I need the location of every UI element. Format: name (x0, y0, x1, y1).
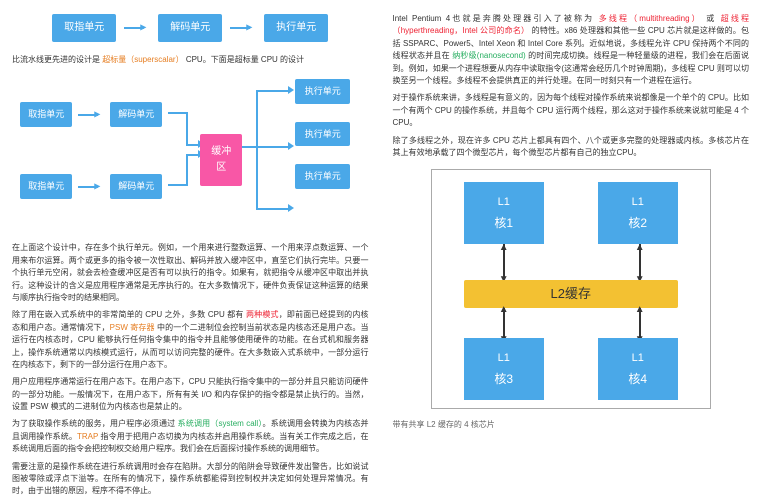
core-label: 核3 (494, 370, 513, 389)
arrow-icon (80, 182, 102, 192)
left-column: 取指单元 解码单元 执行单元 比流水线更先进的设计是 超标量（superscal… (0, 0, 381, 503)
highlight: 两种模式 (246, 310, 279, 319)
paragraph: 除了用在嵌入式系统中的非常简单的 CPU 之外，多数 CPU 都有 两种模式，即… (12, 309, 369, 371)
decode-box: 解码单元 (110, 174, 162, 198)
paragraph: 需要注意的是操作系统在进行系统调用时会存在陷阱。大部分的陷阱会导致硬件发出警告，… (12, 461, 369, 498)
paragraph: 除了多线程之外，现在许多 CPU 芯片上都具有四个、八个或更多完整的处理器或内核… (393, 135, 750, 160)
highlight: TRAP (77, 432, 98, 441)
fetch-box: 取指单元 (20, 102, 72, 126)
paragraph: Intel Pentium 4也就是奔腾处理器引入了被称为 多线程（multit… (393, 13, 750, 87)
core-label: 核4 (628, 370, 647, 389)
text: 除了用在嵌入式系统中的非常简单的 CPU 之外，多数 CPU 都有 (12, 310, 246, 319)
core-label: 核1 (494, 214, 513, 233)
core-label: 核2 (628, 214, 647, 233)
paragraph: 在上面这个设计中，存在多个执行单元。例如，一个用来进行整数运算、一个用来浮点数运… (12, 242, 369, 304)
fetch-box: 取指单元 (20, 174, 72, 198)
l1-text: L1 (632, 194, 644, 212)
exec-box: 执行单元 (295, 122, 350, 146)
paragraph: 用户应用程序通常运行在用户态下。在用户态下，CPU 只能执行指令集中的一部分并且… (12, 376, 369, 413)
figure-caption: 带有共享 L2 缓存的 4 核芯片 (393, 419, 750, 431)
superscalar-diagram: 取指单元 解码单元 取指单元 解码单元 缓冲区 执行单元 (20, 74, 360, 234)
highlight: PSW 寄存器 (110, 323, 155, 332)
paragraph: 比流水线更先进的设计是 超标量（superscalar） CPU。下面是超标量 … (12, 54, 369, 66)
l1-text: L1 (498, 194, 510, 212)
text: CPU。下面是超标量 CPU 的设计 (184, 55, 304, 64)
text: Intel Pentium 4也就是奔腾处理器引入了被称为 (393, 14, 599, 23)
exec-box: 执行单元 (295, 164, 350, 188)
paragraph: 对于操作系统来讲，多线程是有意义的，因为每个线程对操作系统来说都像是一个单个的 … (393, 92, 750, 129)
pipeline-diagram: 取指单元 解码单元 执行单元 (12, 14, 369, 42)
highlight: 超标量（superscalar） (102, 55, 183, 64)
l2-cache-box: L2缓存 (464, 280, 678, 308)
text: 或 (702, 14, 721, 23)
text: 为了获取操作系统的服务，用户程序必须通过 (12, 419, 178, 428)
highlight: 多线程（multithreading） (599, 14, 702, 23)
buffer-box: 缓冲区 (200, 134, 242, 186)
paragraph: 为了获取操作系统的服务，用户程序必须通过 系统调用（system call）。系… (12, 418, 369, 455)
arrow-icon (80, 110, 102, 120)
l1-text: L1 (632, 350, 644, 368)
exec-unit-box: 执行单元 (264, 14, 328, 42)
highlight: 纳秒级(nanosecond) (452, 51, 525, 60)
highlight: 系统调用（system call） (178, 419, 263, 428)
exec-box: 执行单元 (295, 79, 350, 103)
arrow-icon (126, 23, 148, 33)
fetch-unit-box: 取指单元 (52, 14, 116, 42)
l1-text: L1 (498, 350, 510, 368)
decode-unit-box: 解码单元 (158, 14, 222, 42)
arrow-icon (232, 23, 254, 33)
decode-box: 解码单元 (110, 102, 162, 126)
right-column: Intel Pentium 4也就是奔腾处理器引入了被称为 多线程（multit… (381, 0, 761, 503)
text: 比流水线更先进的设计是 (12, 55, 102, 64)
multicore-diagram: L1 L1 核1 L1 核2 ▲ ▼ ▲ ▼ L2缓存 ▲ ▼ ▲ ▼ (431, 169, 711, 409)
